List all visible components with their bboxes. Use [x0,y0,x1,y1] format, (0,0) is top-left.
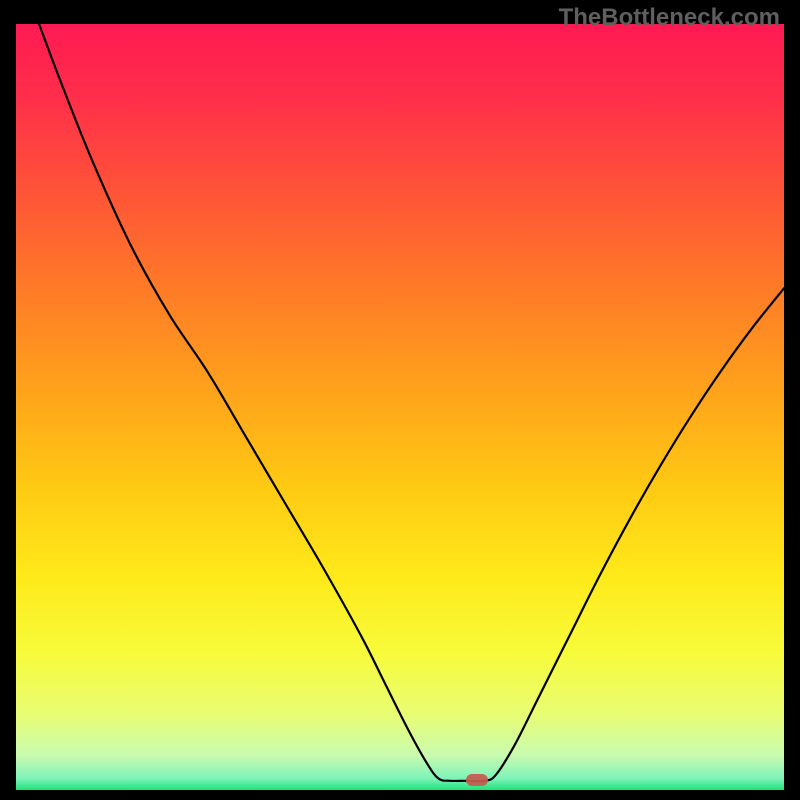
watermark-text: TheBottleneck.com [559,4,780,32]
plot-svg [16,24,784,790]
plot-area [16,24,784,790]
chart-frame: TheBottleneck.com [0,0,800,800]
gradient-background [16,24,784,790]
optimum-marker [466,774,488,786]
